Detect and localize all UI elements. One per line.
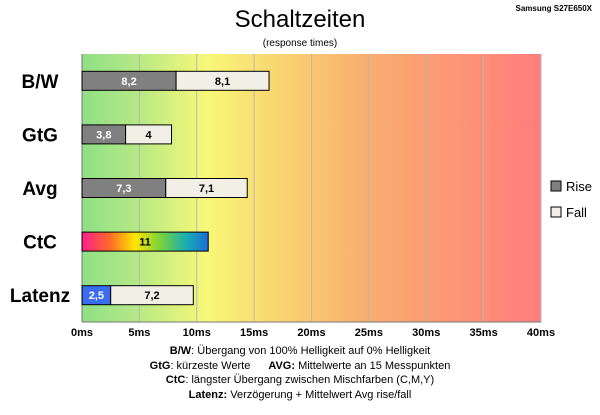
data-label: 7,3 — [116, 183, 131, 195]
x-tick-label: 20ms — [297, 327, 325, 339]
category-label: CtC — [23, 233, 57, 254]
note-ctc: CtC: längster Übergang zwischen Mischfar… — [165, 374, 435, 386]
bar-chart: 8,2 8,1 3,8 4 7,3 7,1 11 2,5 7,2 0ms 5ms 10ms 15ms 2… — [10, 54, 592, 339]
data-label: 7,1 — [199, 183, 214, 195]
chart-notes: B/W: Übergang von 100% Helligkeit auf 0%… — [0, 344, 600, 402]
data-label: 8,1 — [215, 76, 230, 88]
legend-swatch-fall — [550, 206, 562, 218]
bar-ctc — [81, 231, 209, 252]
category-label: Avg — [22, 179, 57, 200]
bar-fall — [125, 124, 173, 145]
x-tick-label: 5ms — [128, 327, 150, 339]
data-label: 2,5 — [89, 290, 104, 302]
bar-fall — [165, 178, 248, 198]
x-tick-label: 10ms — [183, 327, 211, 339]
x-tick-label: 35ms — [470, 327, 498, 339]
note-bw: B/W: Übergang von 100% Helligkeit auf 0%… — [169, 345, 431, 357]
data-label: 3,8 — [96, 129, 111, 141]
category-label: B/W — [22, 72, 59, 93]
bar-fall — [175, 70, 270, 91]
x-tick-label: 40ms — [527, 327, 555, 339]
bar-latency-fall — [110, 285, 194, 306]
legend-swatch-rise — [550, 180, 562, 192]
chart-subtitle: (response times) — [262, 38, 338, 49]
note-latency: Latenz: Verzögerung + Mittelwert Avg ris… — [188, 388, 412, 401]
legend-label-rise: Rise — [566, 179, 592, 194]
x-tick-label: 0ms — [71, 327, 93, 339]
data-label: 7,2 — [144, 290, 159, 302]
data-label: 4 — [145, 129, 152, 141]
x-tick-label: 30ms — [412, 327, 440, 339]
x-tick-label: 25ms — [355, 327, 383, 339]
x-tick-label: 15ms — [240, 327, 268, 339]
category-label: GtG — [22, 125, 58, 146]
data-label: 8,2 — [121, 76, 136, 88]
legend-label-fall: Fall — [566, 205, 587, 220]
chart-title: Schaltzeiten — [234, 6, 366, 33]
data-label: 11 — [139, 237, 151, 249]
note-gtg-avg: GtG: kürzeste Werte AVG: Mittelwerte an 1… — [149, 359, 451, 372]
category-label: Latenz — [10, 286, 70, 307]
monitor-model: Samsung S27E650X — [515, 4, 592, 13]
